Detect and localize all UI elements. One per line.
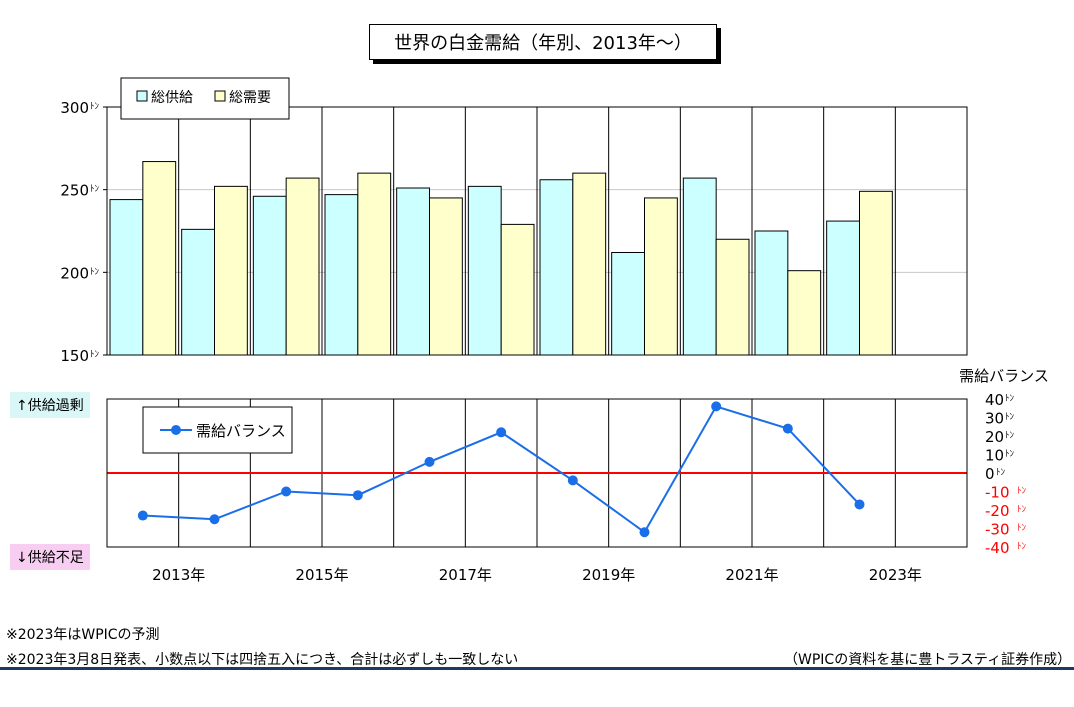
- line-y-tick-label: 20: [985, 428, 1004, 446]
- line-plot-border: [106, 398, 968, 548]
- bottom-rule: [0, 667, 1074, 670]
- line-y-tick-unit: ﾄﾝ: [1017, 505, 1027, 515]
- bar-legend-label: 総供給: [151, 90, 193, 106]
- balance-point: [352, 490, 363, 501]
- line-y-tick-unit: ﾄﾝ: [1017, 542, 1027, 552]
- bar-supply: [682, 177, 717, 356]
- bar-supply: [324, 194, 359, 356]
- source-note: （WPICの資料を基に豊トラスティ証券作成）: [784, 652, 1072, 668]
- bar-demand: [142, 161, 177, 356]
- bar-demand: [429, 197, 463, 356]
- line-legend-label: 需給バランス: [196, 422, 286, 440]
- x-tick-label: 2019年: [582, 566, 635, 584]
- bar-supply: [467, 185, 502, 356]
- line-y-tick-unit: ﾄﾝ: [1005, 394, 1015, 404]
- line-y-tick-unit: ﾄﾝ: [1005, 431, 1015, 441]
- line-y-tick-label: -10: [985, 484, 1010, 502]
- x-tick-label: 2021年: [725, 566, 778, 584]
- balance-point: [281, 486, 292, 497]
- x-tick-label: 2017年: [439, 566, 492, 584]
- balance-point: [567, 475, 578, 486]
- bar-demand: [500, 223, 535, 356]
- line-y-tick-label: 40: [985, 391, 1004, 409]
- deficit-tag: ↓供給不足: [10, 544, 90, 570]
- bar-demand: [859, 190, 893, 356]
- x-tick-label: 2023年: [869, 566, 922, 584]
- line-y-tick-unit: ﾄﾝ: [1017, 487, 1027, 497]
- footnote-forecast: ※2023年はWPICの予測: [6, 627, 160, 643]
- line-y-tick-label: -40: [985, 539, 1010, 557]
- bar-plot-border: [106, 106, 968, 356]
- balance-point: [137, 510, 148, 521]
- bar-y-tick-label: 150: [60, 347, 89, 365]
- line-y-tick-unit: ﾄﾝ: [1005, 413, 1015, 423]
- x-tick-label: 2015年: [295, 566, 348, 584]
- bar-supply: [109, 199, 144, 356]
- bar-legend-swatch: [136, 90, 148, 102]
- bar-demand: [285, 177, 320, 356]
- balance-point: [854, 499, 865, 510]
- bar-y-tick-label: 250: [60, 182, 89, 200]
- bar-supply: [611, 251, 646, 356]
- bar-demand: [644, 197, 678, 356]
- balance-point: [496, 427, 507, 438]
- line-legend-marker: [171, 425, 181, 435]
- bar-supply: [539, 179, 574, 356]
- bar-y-tick-unit: ﾄﾝ: [90, 267, 100, 277]
- bar-y-tick-unit: ﾄﾝ: [90, 102, 100, 112]
- bar-supply: [754, 230, 789, 356]
- line-axis-label: 需給バランス: [959, 367, 1049, 385]
- balance-point: [782, 423, 793, 434]
- bar-demand: [715, 238, 750, 356]
- bar-demand: [572, 172, 607, 356]
- x-tick-label: 2013年: [152, 566, 205, 584]
- bar-y-tick-label: 300: [60, 99, 89, 117]
- bar-supply: [181, 228, 216, 356]
- line-y-tick-label: 10: [985, 447, 1004, 465]
- balance-point: [424, 456, 435, 467]
- bar-supply: [252, 195, 287, 356]
- bar-legend-swatch: [214, 90, 226, 102]
- bar-legend-box: [120, 77, 290, 120]
- footnote-rounding: ※2023年3月8日発表、小数点以下は四捨五入につき、合計は必ずしも一致しない: [6, 652, 519, 668]
- surplus-tag: ↑供給過剰: [10, 392, 90, 418]
- bar-supply: [826, 220, 861, 356]
- balance-point: [209, 514, 220, 525]
- bar-supply: [396, 187, 430, 356]
- line-y-tick-label: -20: [985, 502, 1010, 520]
- chart-title: 世界の白金需給（年別、2013年～）: [369, 24, 717, 60]
- bar-y-tick-unit: ﾄﾝ: [90, 185, 100, 195]
- line-y-tick-unit: ﾄﾝ: [1017, 524, 1027, 534]
- bar-y-tick-unit: ﾄﾝ: [90, 350, 100, 360]
- balance-point: [711, 401, 722, 412]
- bar-demand: [357, 172, 392, 356]
- balance-point: [639, 527, 650, 538]
- line-y-tick-label: -30: [985, 521, 1010, 539]
- bar-legend-label: 総需要: [229, 90, 271, 106]
- line-y-tick-label: 0: [985, 465, 995, 483]
- bar-demand: [214, 185, 248, 356]
- bar-y-tick-label: 200: [60, 264, 89, 282]
- line-y-tick-unit: ﾄﾝ: [996, 468, 1006, 478]
- line-y-tick-unit: ﾄﾝ: [1005, 450, 1015, 460]
- bar-demand: [787, 270, 822, 356]
- line-y-tick-label: 30: [985, 410, 1004, 428]
